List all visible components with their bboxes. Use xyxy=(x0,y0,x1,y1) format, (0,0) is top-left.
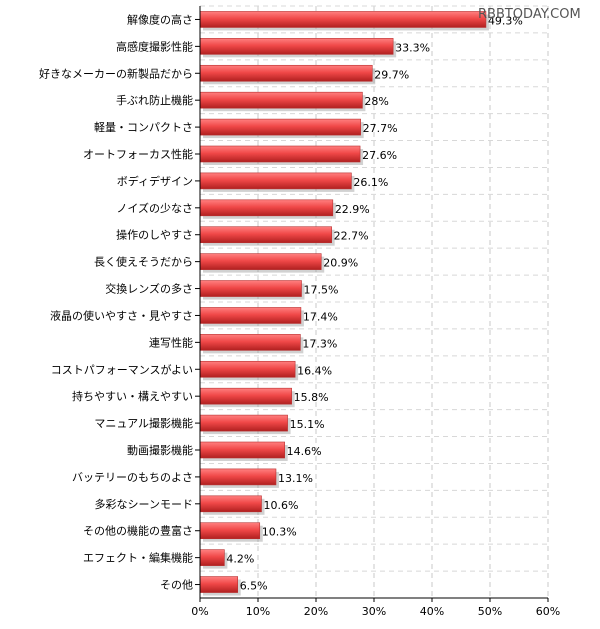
x-tick-labels: 0% 10% 20% 30% 40% 50% 60% xyxy=(191,605,560,618)
category-label: コストパフォーマンスがよい xyxy=(51,362,193,376)
category-label: 手ぶれ防止機能 xyxy=(116,93,193,107)
bar-11 xyxy=(199,280,302,297)
bar-15 xyxy=(199,387,292,405)
category-label: 解像度の高さ xyxy=(127,12,193,26)
category-label: 高感度撮影性能 xyxy=(116,39,193,53)
category-label: ボディデザイン xyxy=(117,174,193,188)
bar-20 xyxy=(199,522,261,540)
x-tick-label: 50% xyxy=(478,605,502,618)
category-label: 長く使えそうだから xyxy=(94,256,193,269)
bar-6 xyxy=(199,145,361,163)
bar-18 xyxy=(199,468,277,486)
value-label: 27.7% xyxy=(363,122,398,135)
bar-16 xyxy=(199,414,288,432)
bar-8 xyxy=(199,199,334,217)
value-label: 28% xyxy=(364,95,388,108)
category-label: 液晶の使いやすさ・見やすさ xyxy=(50,308,193,322)
category-label: 軽量・コンパクトさ xyxy=(94,121,193,134)
bar-5 xyxy=(199,118,361,136)
bar-21 xyxy=(199,549,225,566)
bar-3 xyxy=(199,64,373,82)
bar-14 xyxy=(199,360,296,378)
category-labels: 解像度の高さ高感度撮影性能好きなメーカーの新製品だから手ぶれ防止機能軽量・コンパ… xyxy=(39,12,193,591)
bar-10 xyxy=(199,253,322,270)
category-label: ノイズの少なさ xyxy=(116,201,193,215)
category-label: 交換レンズの多さ xyxy=(105,282,193,296)
category-label: その他の機能の豊富さ xyxy=(83,524,193,538)
category-label: バッテリーのもちのよさ xyxy=(72,471,193,484)
bar-7 xyxy=(199,172,352,190)
bar-9 xyxy=(199,226,332,244)
category-label: 連写性能 xyxy=(149,335,193,349)
value-label: 14.6% xyxy=(287,445,322,458)
bar-12 xyxy=(199,307,302,324)
x-tick-label: 0% xyxy=(191,605,208,618)
value-label: 17.5% xyxy=(304,284,339,297)
value-label: 20.9% xyxy=(323,257,358,270)
bar-17 xyxy=(199,441,285,459)
bar-13 xyxy=(199,334,301,351)
value-label: 17.3% xyxy=(302,337,337,350)
value-label: 13.1% xyxy=(278,472,313,485)
category-label: オートフォーカス性能 xyxy=(83,147,193,161)
x-tick-label: 30% xyxy=(362,605,386,618)
watermark-text: RBBTODAY.COM xyxy=(478,7,581,22)
value-label: 26.1% xyxy=(353,176,388,189)
category-label: 好きなメーカーの新製品だから xyxy=(39,66,193,80)
category-label: 持ちやすい・構えやすい xyxy=(72,389,193,403)
value-label: 49.3% xyxy=(488,14,523,27)
category-label: 動画撮影機能 xyxy=(127,443,193,457)
value-label: 22.9% xyxy=(335,203,370,216)
bar-2 xyxy=(199,38,394,55)
value-label: 6.5% xyxy=(240,580,268,593)
bar-1 xyxy=(199,11,487,28)
value-label: 33.3% xyxy=(395,41,430,54)
value-label: 15.8% xyxy=(294,391,329,404)
value-labels: 49.3% 33.3% 29.7% 28% 27.7% 27.6% 26.1% 22.9% 22… xyxy=(226,14,523,592)
value-label: 29.7% xyxy=(374,68,409,81)
value-label: 17.4% xyxy=(303,310,338,323)
value-label: 27.6% xyxy=(362,149,397,162)
x-tick-label: 60% xyxy=(536,605,560,618)
x-tick-label: 10% xyxy=(246,605,270,618)
value-label: 16.4% xyxy=(297,364,332,377)
value-label: 10.3% xyxy=(262,526,297,539)
bars xyxy=(199,11,489,596)
category-label: マニュアル撮影機能 xyxy=(94,416,193,430)
bar-4 xyxy=(199,91,363,109)
x-tick-label: 20% xyxy=(304,605,328,618)
x-tick-label: 40% xyxy=(420,605,444,618)
bar-22 xyxy=(199,576,239,593)
value-label: 15.1% xyxy=(290,418,325,431)
category-label: エフェクト・編集機能 xyxy=(83,551,193,565)
category-label: その他 xyxy=(160,579,193,592)
value-label: 22.7% xyxy=(334,230,369,243)
value-label: 4.2% xyxy=(226,553,254,566)
category-label: 操作のしやすさ xyxy=(116,228,193,242)
axes xyxy=(195,6,549,602)
value-label: 10.6% xyxy=(263,499,298,512)
category-label: 多彩なシーンモード xyxy=(95,497,193,511)
bar-19 xyxy=(199,495,262,513)
